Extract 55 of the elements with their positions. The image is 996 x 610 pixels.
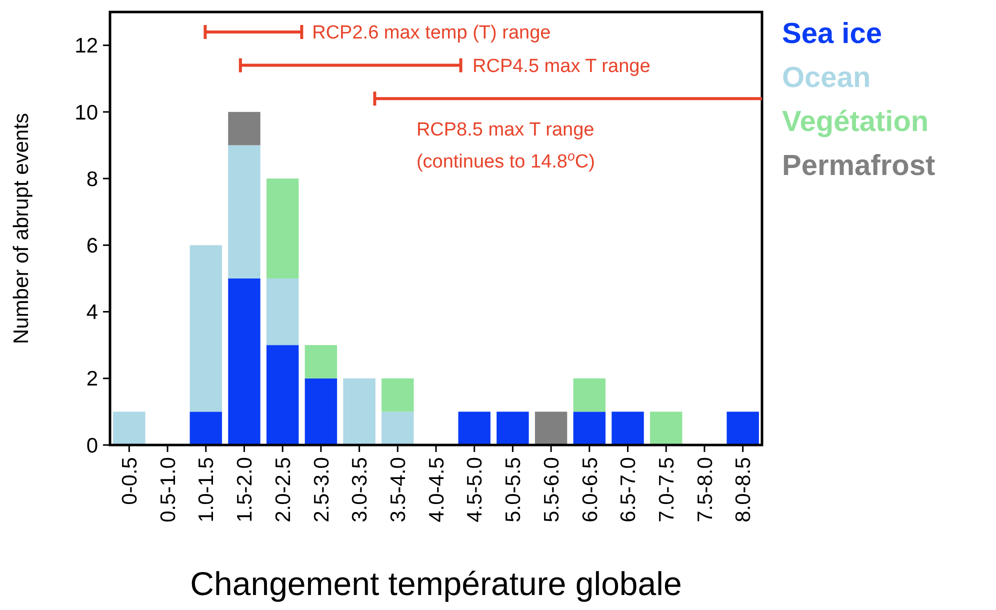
bar	[458, 412, 490, 445]
x-tick-label: 2.5-3.0	[310, 457, 334, 522]
text: Sea ice	[782, 18, 882, 50]
bar	[304, 345, 338, 378]
bar	[343, 378, 376, 445]
x-axis-title: Changement température globale	[190, 565, 682, 602]
annotation: RCP8.5 max T range (continues to 14.8$^{o}$C)	[416, 119, 595, 172]
bar	[190, 412, 222, 445]
x-tick-label: 0.5-1.0	[156, 457, 180, 522]
bar	[650, 412, 682, 445]
y-tick-label: 0	[86, 434, 98, 458]
bar	[534, 412, 568, 445]
x-tick-label: 0-0.5	[118, 457, 142, 505]
x-tick-label: 8.0-8.5	[732, 457, 756, 522]
x-tick-label: 3.5-4.0	[386, 457, 410, 522]
x-tick-label: 7.0-7.5	[655, 457, 678, 522]
bar	[382, 378, 414, 412]
bar	[382, 412, 414, 445]
bar	[573, 378, 606, 412]
y-tick-label: 6	[86, 234, 98, 258]
annotation: RCP4.5 max T range	[472, 56, 650, 77]
bar	[726, 412, 759, 445]
x-tick-label: 2.0-2.5	[272, 457, 295, 522]
x-tick-label: 6.0-6.5	[578, 457, 602, 522]
bar	[190, 245, 222, 412]
x-tick-label: 7.5-8.0	[694, 457, 717, 522]
x-tick-label: 4.0-4.5	[425, 457, 448, 522]
annotation: RCP2.6 max temp (T) range	[312, 22, 551, 44]
bar	[113, 412, 146, 445]
bar	[496, 412, 529, 445]
x-tick-label: 3.0-3.5	[348, 457, 372, 522]
x-tick-label: 5.0-5.5	[502, 457, 526, 522]
x-tick-label: 1.0-1.5	[195, 457, 218, 522]
y-axis-title: Number of abrupt events	[10, 112, 33, 344]
x-tick-label: 1.5-2.0	[234, 457, 257, 522]
bar	[304, 378, 338, 445]
text: Permafrost	[782, 150, 936, 182]
x-tick-label: 4.5-5.0	[464, 457, 487, 522]
text: Ocean	[782, 62, 871, 94]
bar	[266, 278, 299, 346]
y-tick-label: 10	[74, 101, 98, 124]
y-tick-label: 12	[74, 34, 98, 58]
x-tick-label: 6.5-7.0	[617, 457, 640, 522]
bar	[228, 278, 260, 445]
text: Vegétation	[782, 106, 929, 138]
bar	[228, 112, 260, 146]
y-tick-label: 8	[86, 168, 98, 191]
x-tick-label: 5.5-6.0	[540, 457, 564, 522]
y-tick-label: 4	[86, 301, 98, 324]
bar	[266, 345, 299, 445]
bar	[266, 178, 299, 278]
y-tick-label: 2	[86, 368, 98, 391]
bar	[573, 412, 606, 445]
bar	[228, 145, 260, 278]
bar	[612, 412, 644, 445]
